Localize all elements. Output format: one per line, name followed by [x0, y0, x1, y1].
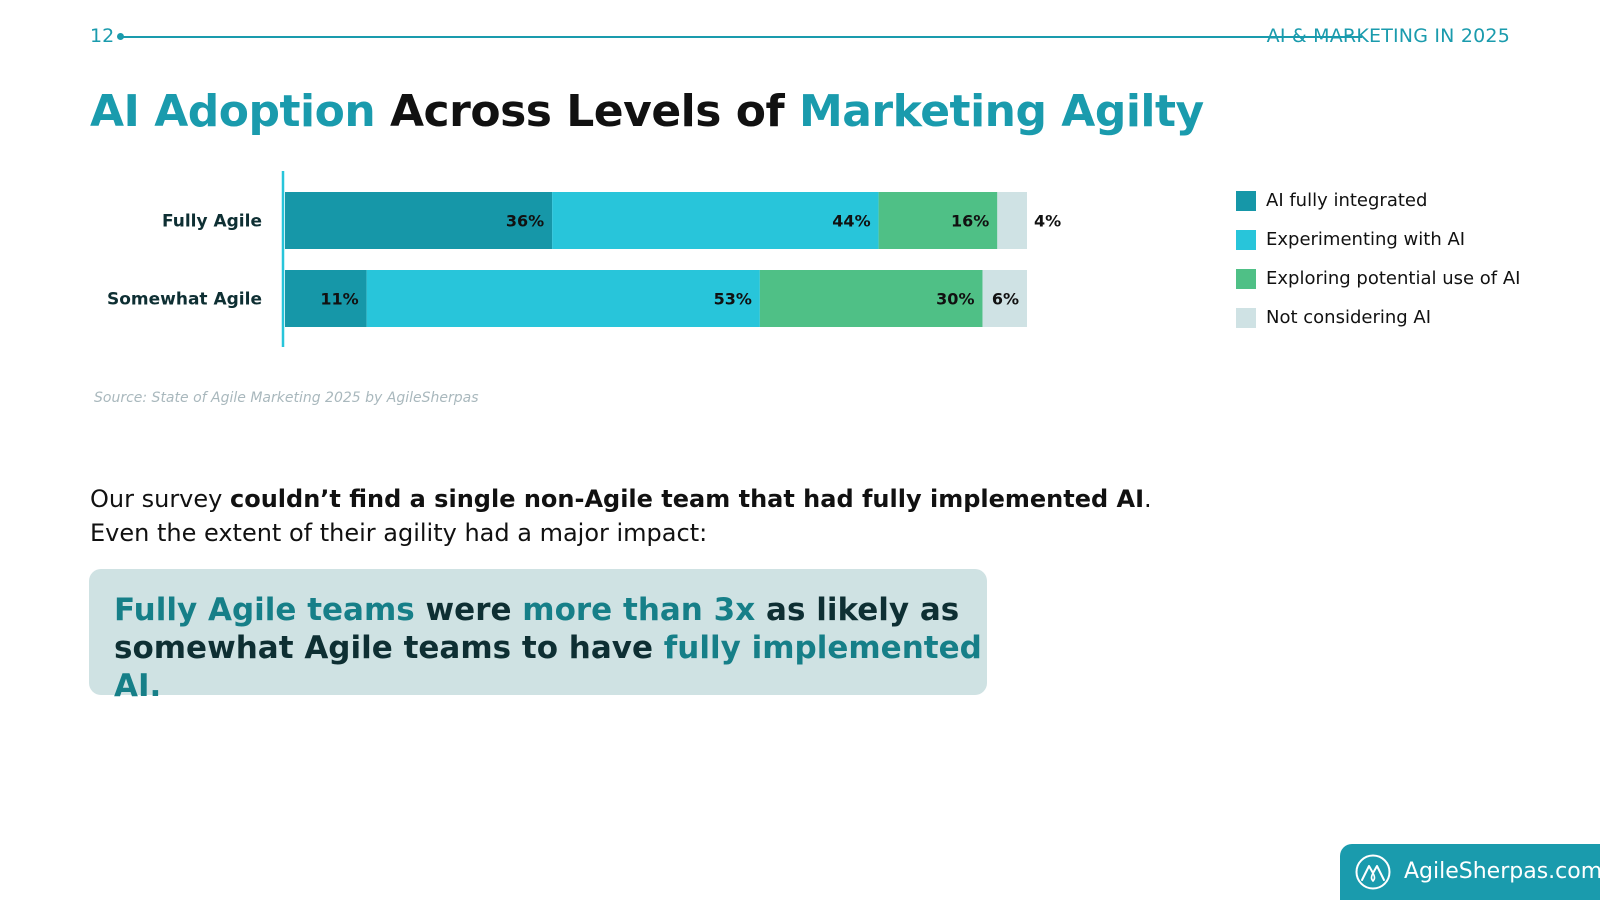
- body-emphasis: couldn’t find a single non-Agile team th…: [229, 485, 1145, 513]
- page-number: 12: [90, 25, 115, 47]
- data-label: 11%: [320, 290, 358, 309]
- bar-segment: [285, 192, 553, 249]
- bar-segment: [366, 270, 760, 327]
- page-title: AI Adoption Across Levels of Marketing A…: [90, 86, 1204, 137]
- legend-label: Not considering AI: [1266, 307, 1432, 328]
- callout-highlight: more than 3x: [522, 592, 756, 628]
- data-label: 44%: [832, 212, 870, 231]
- data-label: 30%: [936, 290, 974, 309]
- brand-name: AgileSherpas.com: [1404, 859, 1600, 884]
- stacked-bar-chart: Fully Agile Somewhat Agile 36% 44% 16% 4% 11%…: [107, 171, 1061, 347]
- bar-segment: [982, 270, 1027, 327]
- legend-swatch: [1236, 308, 1256, 328]
- legend-label: AI fully integrated: [1266, 190, 1428, 211]
- key-finding-callout: Fully Agile teams were more than 3x as l…: [89, 569, 987, 704]
- legend-label: Experimenting with AI: [1266, 229, 1466, 250]
- body-line-2: Even the extent of their agility had a m…: [90, 519, 708, 547]
- chart-source: Source: State of Agile Marketing 2025 by…: [94, 390, 479, 406]
- data-label: 16%: [951, 212, 989, 231]
- callout-text-part: as likely as: [755, 592, 960, 628]
- bar-segment: [759, 270, 983, 327]
- data-label: 53%: [714, 290, 752, 309]
- legend-swatch: [1236, 230, 1256, 250]
- header-rule: [122, 36, 1362, 38]
- legend-swatch: [1236, 269, 1256, 289]
- legend-label: Exploring potential use of AI: [1266, 268, 1521, 289]
- body-paragraph: Our survey couldn’t find a single non-Ag…: [90, 482, 1152, 550]
- legend-swatch: [1236, 191, 1256, 211]
- header-rule-dot: [117, 33, 124, 40]
- callout-text-part: somewhat Agile teams to have: [114, 630, 664, 666]
- header-bar: 12 AI & MARKETING IN 2025: [90, 24, 1510, 48]
- bar-segment: [552, 192, 879, 249]
- agilesherpas-logo-icon: [1355, 854, 1391, 890]
- data-label: 6%: [992, 290, 1019, 309]
- data-label: 4%: [1034, 212, 1061, 231]
- category-label: Fully Agile: [162, 212, 262, 232]
- body-suffix: .: [1144, 485, 1152, 513]
- bar-segment: [997, 192, 1027, 249]
- bar-segment: [878, 192, 998, 249]
- body-prefix: Our survey: [90, 485, 230, 513]
- title-middle: Across Levels of: [375, 86, 799, 137]
- title-highlight-ai-adoption: AI Adoption: [90, 86, 376, 137]
- brand-badge[interactable]: AgileSherpas.com: [1340, 844, 1600, 900]
- data-label: 36%: [506, 212, 544, 231]
- callout-highlight: Fully Agile teams: [114, 592, 415, 628]
- callout-highlight: fully implemented AI.: [114, 630, 982, 704]
- callout-text-part: were: [414, 592, 523, 628]
- category-label: Somewhat Agile: [107, 290, 262, 310]
- title-highlight-marketing-agility: Marketing Agilty: [798, 86, 1204, 137]
- callout-text: Fully Agile teams were more than 3x as l…: [114, 591, 987, 705]
- bar-segment: [285, 270, 367, 327]
- section-title: AI & MARKETING IN 2025: [1266, 25, 1510, 47]
